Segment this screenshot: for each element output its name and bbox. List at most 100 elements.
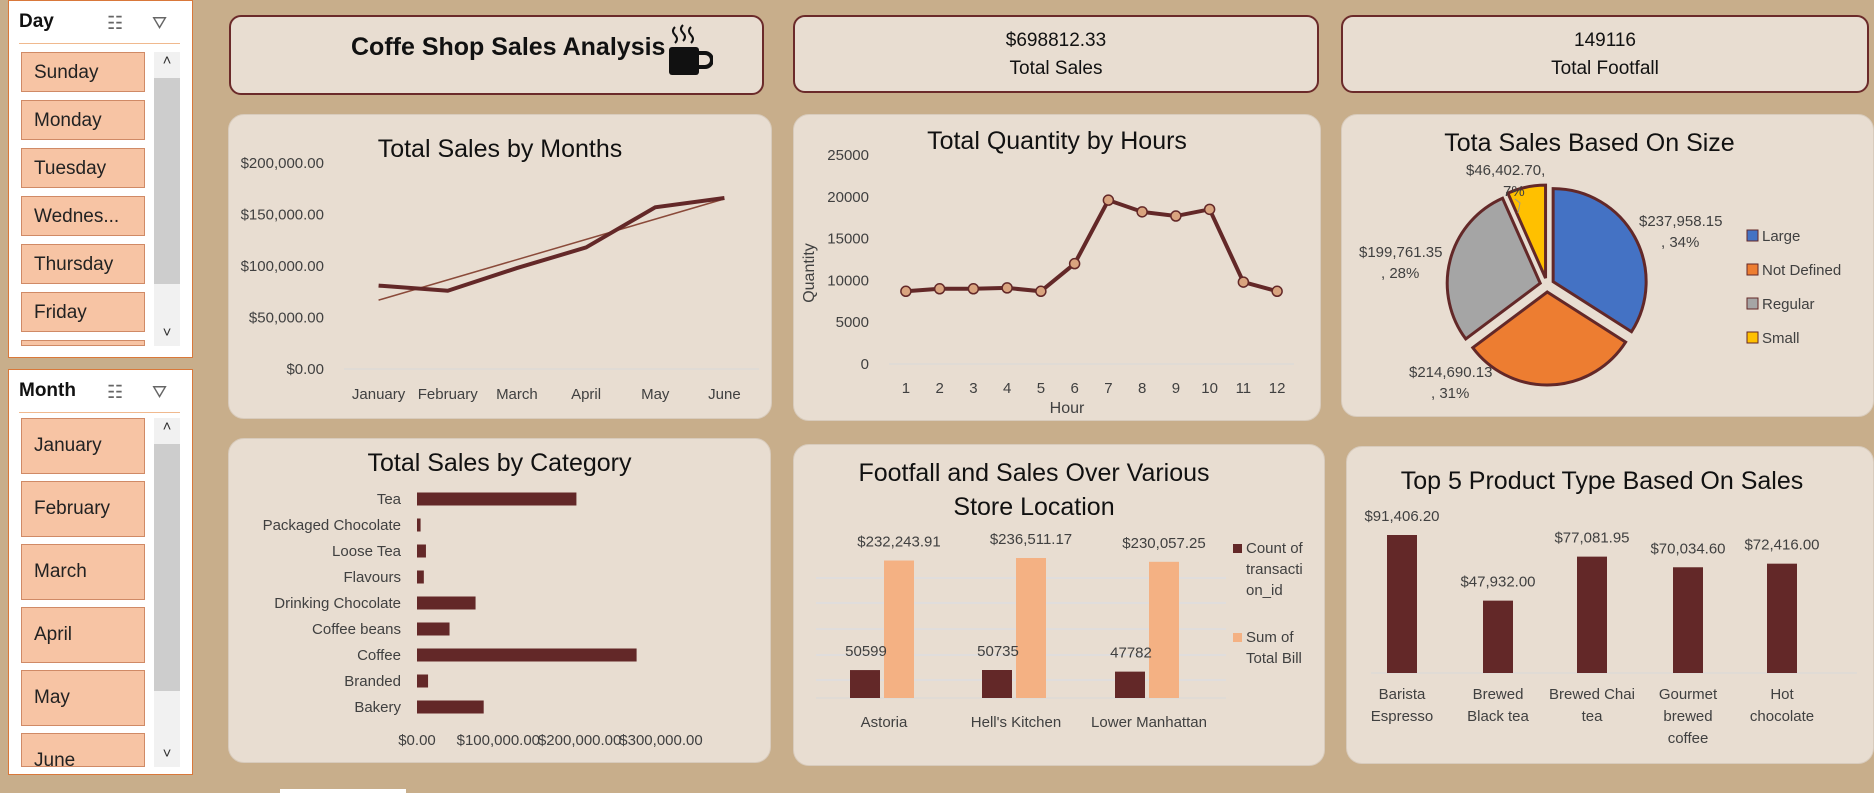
chart-title: Tota Sales Based On Size bbox=[1444, 129, 1735, 157]
top5-products-card: Top 5 Product Type Based On Sales $91,40… bbox=[1346, 446, 1874, 764]
x-tick-label: 3 bbox=[969, 380, 977, 397]
count-bar bbox=[982, 670, 1012, 698]
x-tick-label: May bbox=[641, 386, 670, 403]
y-tick-label: $150,000.00 bbox=[241, 207, 324, 224]
sum-data-label: $236,511.17 bbox=[990, 531, 1072, 548]
category-label: Bakery bbox=[354, 699, 401, 716]
clear-filter-icon[interactable]: ⛛ bbox=[152, 13, 168, 33]
x-tick-label: 9 bbox=[1172, 380, 1180, 397]
bar-data-label: $91,406.20 bbox=[1364, 508, 1439, 525]
location-label: Astoria bbox=[861, 714, 908, 731]
scroll-up-icon[interactable]: ˄ bbox=[162, 418, 172, 435]
category-label: Flavours bbox=[343, 569, 401, 586]
month-slicer-title: Month bbox=[19, 380, 76, 401]
x-tick-label: $300,000.00 bbox=[619, 732, 702, 749]
scroll-down-icon[interactable]: ˅ bbox=[162, 324, 172, 341]
category-label: Coffee bbox=[357, 647, 401, 664]
bar-data-label: $72,416.00 bbox=[1744, 537, 1819, 554]
sales-by-months-chart: $0.00 $50,000.00 $100,000.00 $150,000.00 $20… bbox=[241, 155, 759, 403]
data-point bbox=[1102, 194, 1115, 206]
clear-filter-icon[interactable]: ⛛ bbox=[152, 382, 168, 402]
month-item-january[interactable]: January bbox=[21, 418, 145, 474]
quantity-line bbox=[905, 197, 1278, 294]
x-tick-label: $0.00 bbox=[398, 732, 436, 749]
data-point bbox=[967, 283, 980, 295]
sales-by-size-chart: $237,958.15 , 34% $214,690.13 , 31% $199,761… bbox=[1359, 162, 1841, 402]
footfall-sales-location-chart: 50599 $232,243.91 Astoria 50735 $236,511.17 H… bbox=[816, 531, 1304, 731]
x-tick-label: April bbox=[571, 386, 601, 403]
chart-title: Total Quantity by Hours bbox=[927, 127, 1187, 155]
location-label: Lower Manhattan bbox=[1091, 714, 1207, 731]
bar-data-label: $70,034.60 bbox=[1650, 540, 1725, 557]
data-point bbox=[1170, 210, 1182, 222]
sum-data-label: $232,243.91 bbox=[857, 534, 940, 551]
day-item-sunday[interactable]: Sunday bbox=[21, 52, 145, 92]
category-bar bbox=[417, 492, 577, 506]
x-tick-label: 10 bbox=[1201, 380, 1218, 397]
product-label: Hot bbox=[1770, 686, 1794, 703]
count-bar bbox=[850, 670, 880, 698]
scroll-down-icon[interactable]: ˅ bbox=[162, 745, 172, 762]
legend-label: Count of bbox=[1246, 540, 1304, 557]
data-point bbox=[1035, 285, 1047, 298]
pie-slice-not-defined bbox=[1470, 290, 1628, 387]
day-item-thursday[interactable]: Thursday bbox=[21, 244, 145, 284]
legend-label: transacti bbox=[1246, 561, 1303, 578]
day-scrollbar[interactable]: ˄ ˅ bbox=[154, 52, 180, 346]
month-item-march[interactable]: March bbox=[21, 544, 145, 600]
total-sales-value: $698812.33 bbox=[1005, 30, 1107, 51]
slicer-divider bbox=[19, 43, 180, 44]
sales-by-category-chart: Tea Packaged Chocolate Loose Tea Flavours Dr… bbox=[263, 491, 703, 749]
legend-label: on_id bbox=[1246, 582, 1283, 599]
scroll-up-icon[interactable]: ˄ bbox=[162, 52, 172, 69]
data-point bbox=[933, 283, 946, 295]
x-tick-label: 8 bbox=[1138, 380, 1146, 397]
sales-by-category-card: Total Sales by Category Tea Packaged Choc… bbox=[228, 438, 771, 763]
multi-select-icon[interactable]: ☷ bbox=[107, 13, 124, 33]
legend-label: Small bbox=[1762, 330, 1800, 347]
product-label: brewed bbox=[1663, 708, 1712, 725]
month-scrollbar[interactable]: ˄ ˅ bbox=[154, 418, 180, 767]
total-sales-label: Total Sales bbox=[1009, 58, 1103, 79]
x-tick-label: March bbox=[496, 386, 538, 403]
sales-by-months-card: Total Sales by Months $0.00 $50,000.00 $10… bbox=[228, 114, 772, 419]
multi-select-icon[interactable]: ☷ bbox=[107, 382, 124, 402]
category-bar bbox=[417, 570, 424, 584]
month-item-june[interactable]: June bbox=[21, 733, 145, 767]
x-tick-label: June bbox=[708, 386, 741, 403]
month-item-april[interactable]: April bbox=[21, 607, 145, 663]
legend-swatch bbox=[1233, 544, 1242, 553]
x-tick-label: 11 bbox=[1236, 380, 1252, 397]
day-item-tuesday[interactable]: Tuesday bbox=[21, 148, 145, 188]
day-item-partial[interactable] bbox=[21, 340, 145, 346]
day-item-friday[interactable]: Friday bbox=[21, 292, 145, 332]
y-tick-label: $100,000.00 bbox=[241, 258, 324, 275]
day-slicer: Day ☷ ⛛ Sunday Monday Tuesday Wednes... … bbox=[8, 0, 193, 358]
month-item-may[interactable]: May bbox=[21, 670, 145, 726]
x-tick-label: 12 bbox=[1269, 380, 1286, 397]
y-axis-title: Quantity bbox=[801, 243, 818, 303]
data-label-percent: , 34% bbox=[1661, 234, 1699, 251]
sum-bar bbox=[884, 560, 914, 698]
chart-title: Total Sales by Months bbox=[377, 135, 623, 163]
total-footfall-card: 149116 Total Footfall bbox=[1341, 15, 1869, 93]
day-item-wednesday[interactable]: Wednes... bbox=[21, 196, 145, 236]
total-footfall-value: 149116 bbox=[1574, 30, 1636, 51]
legend-swatch bbox=[1746, 331, 1759, 344]
data-label-value: $46,402.70, bbox=[1466, 162, 1545, 179]
month-item-february[interactable]: February bbox=[21, 481, 145, 537]
chart-title: Total Sales by Category bbox=[367, 449, 632, 477]
product-label: Gourmet bbox=[1659, 686, 1718, 703]
category-label: Coffee beans bbox=[312, 621, 401, 638]
legend-swatch bbox=[1233, 633, 1242, 642]
product-bar bbox=[1577, 556, 1607, 673]
product-bar bbox=[1483, 600, 1513, 673]
category-bar bbox=[417, 544, 426, 558]
scroll-thumb[interactable] bbox=[154, 78, 180, 284]
bar-data-label: $47,932.00 bbox=[1460, 574, 1535, 591]
data-point bbox=[1203, 203, 1216, 216]
chart-title: Top 5 Product Type Based On Sales bbox=[1400, 467, 1804, 495]
scroll-thumb[interactable] bbox=[154, 444, 180, 691]
day-item-monday[interactable]: Monday bbox=[21, 100, 145, 140]
leader-line bbox=[1514, 198, 1521, 214]
